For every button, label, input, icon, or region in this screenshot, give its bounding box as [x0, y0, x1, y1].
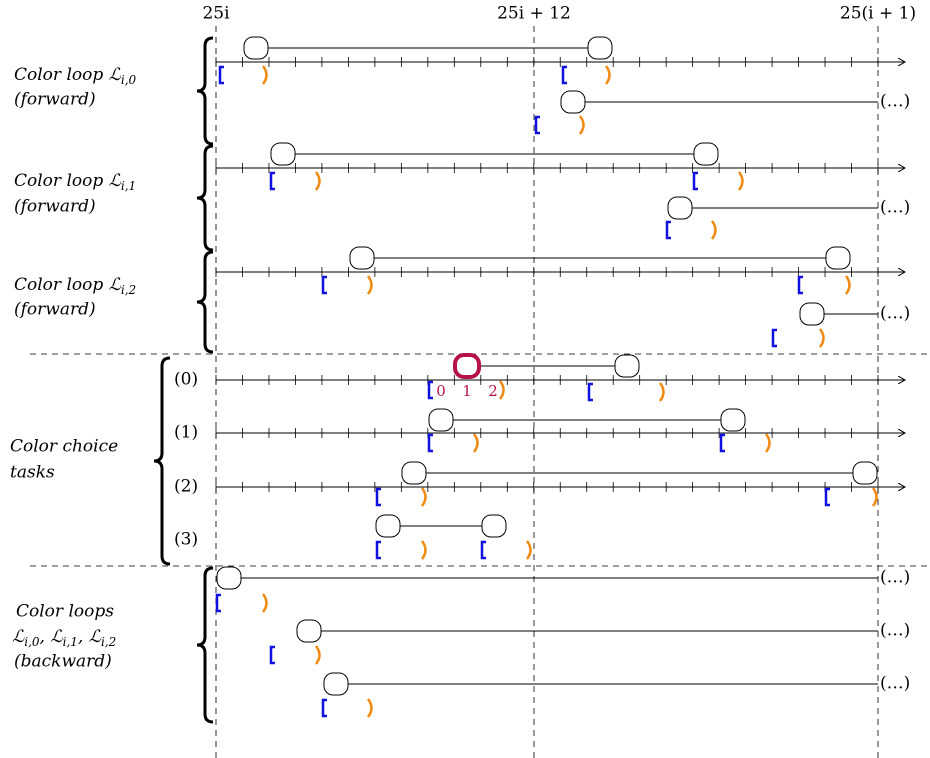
box — [825, 246, 851, 270]
row-label: (0) — [174, 370, 198, 390]
open-bracket — [665, 220, 671, 240]
box — [852, 461, 878, 485]
open-bracket — [480, 540, 486, 560]
close-paren — [844, 275, 851, 295]
group-note: (forward) — [14, 197, 96, 217]
open-bracket — [218, 65, 224, 85]
open-bracket — [375, 487, 381, 507]
brace — [153, 356, 171, 566]
group-title: Color loop ℒi,0 — [14, 65, 137, 87]
open-bracket — [534, 115, 540, 135]
open-bracket — [269, 171, 275, 191]
position-label: 1 — [462, 382, 472, 400]
choice-title: Color choice — [10, 437, 118, 457]
row-label: (1) — [174, 423, 198, 443]
box — [323, 672, 349, 696]
open-bracket — [771, 328, 777, 348]
close-paren — [366, 275, 373, 295]
open-bracket — [427, 433, 433, 453]
selected-box — [453, 353, 481, 379]
box — [349, 246, 375, 270]
open-bracket — [797, 275, 803, 295]
close-paren — [737, 171, 744, 191]
group-title: Color loop ℒi,1 — [14, 171, 136, 193]
box — [667, 196, 693, 220]
close-paren — [710, 220, 717, 240]
group-note: (forward) — [14, 300, 96, 320]
close-paren — [420, 540, 427, 560]
open-bracket — [321, 698, 327, 718]
group-title: Color loop ℒi,2 — [14, 275, 136, 297]
close-paren — [604, 65, 611, 85]
close-paren — [420, 487, 427, 507]
backward-title: Color loops — [16, 602, 114, 622]
row-label: (2) — [174, 477, 198, 497]
close-paren — [261, 593, 268, 613]
continuation: (…) — [880, 568, 910, 588]
brace — [196, 566, 214, 724]
backward-note: (backward) — [14, 652, 112, 672]
position-label: 2 — [488, 382, 498, 400]
box — [693, 142, 719, 166]
continuation: (…) — [880, 198, 910, 218]
close-paren — [314, 645, 321, 665]
continuation: (…) — [880, 92, 910, 112]
continuation: (…) — [880, 304, 910, 324]
brace — [196, 36, 214, 146]
column-header: 25i + 12 — [497, 4, 571, 24]
box — [243, 36, 269, 60]
column-header: 25(i + 1) — [840, 4, 916, 24]
group-note: (forward) — [14, 90, 96, 110]
continuation: (…) — [880, 621, 910, 641]
position-label: 0 — [436, 382, 446, 400]
box — [296, 619, 322, 643]
close-paren — [366, 698, 373, 718]
open-bracket — [561, 65, 567, 85]
open-bracket — [719, 433, 725, 453]
close-paren — [498, 380, 505, 400]
open-bracket — [269, 645, 275, 665]
row-label: (3) — [174, 530, 198, 550]
box — [216, 566, 242, 590]
close-paren — [314, 171, 321, 191]
box — [614, 354, 640, 378]
close-paren — [261, 65, 268, 85]
box — [481, 514, 507, 538]
brace — [196, 144, 214, 252]
close-paren — [658, 382, 665, 402]
box — [401, 461, 427, 485]
open-bracket — [692, 171, 698, 191]
open-bracket — [587, 382, 593, 402]
close-paren — [472, 433, 479, 453]
continuation: (…) — [880, 674, 910, 694]
box — [270, 142, 296, 166]
close-paren — [525, 540, 532, 560]
open-bracket — [824, 487, 830, 507]
close-paren — [871, 487, 878, 507]
close-paren — [578, 115, 585, 135]
close-paren — [764, 433, 771, 453]
box — [720, 408, 746, 432]
box — [375, 514, 401, 538]
box — [799, 302, 825, 326]
box — [428, 408, 454, 432]
choice-title: tasks — [10, 463, 55, 483]
box — [587, 36, 613, 60]
column-header: 25i — [202, 4, 230, 24]
backward-loops: ℒi,0, ℒi,1, ℒi,2 — [12, 627, 116, 649]
open-bracket — [427, 380, 433, 400]
open-bracket — [215, 593, 221, 613]
open-bracket — [375, 540, 381, 560]
box — [560, 90, 586, 114]
close-paren — [818, 328, 825, 348]
open-bracket — [321, 275, 327, 295]
brace — [196, 250, 214, 354]
